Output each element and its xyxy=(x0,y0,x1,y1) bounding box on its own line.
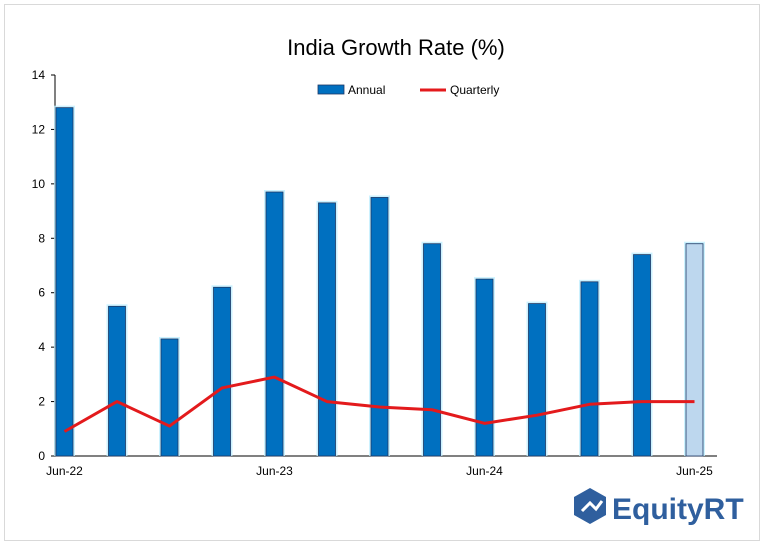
logo-trend-icon xyxy=(580,500,604,513)
bar-mar-25 xyxy=(633,254,651,457)
y-tick-label: 4 xyxy=(38,340,45,354)
bar-sep-23 xyxy=(318,202,336,457)
legend: Annual Quarterly xyxy=(317,83,499,97)
equityrt-logo: EquityRT xyxy=(574,488,744,526)
bar-jun-25 xyxy=(685,243,704,457)
y-tick-label: 10 xyxy=(32,177,46,191)
y-tick-label: 8 xyxy=(38,231,45,245)
y-tick-label: 14 xyxy=(32,68,46,82)
bar-dec-22 xyxy=(160,338,179,457)
legend-quarterly-label: Quarterly xyxy=(450,83,499,97)
y-tick-label: 6 xyxy=(38,286,45,300)
line-series xyxy=(63,375,695,433)
y-tick-label: 2 xyxy=(38,395,45,409)
bar-sep-24 xyxy=(528,303,546,457)
bar-dec-24 xyxy=(580,281,599,457)
bar-jun-24 xyxy=(475,278,494,457)
chart-title: India Growth Rate (%) xyxy=(287,35,505,60)
y-axis: 0 2 4 6 8 10 12 14 xyxy=(32,68,56,463)
bar-jun-23 xyxy=(265,191,284,457)
bar-series xyxy=(54,105,705,457)
x-tick-label: Jun-23 xyxy=(256,464,293,478)
y-tick-label: 12 xyxy=(32,122,46,136)
y-tick-label: 0 xyxy=(38,449,45,463)
x-tick-label: Jun-25 xyxy=(676,464,713,478)
logo-hexagon-icon xyxy=(574,488,606,524)
bar-mar-24 xyxy=(423,243,441,457)
bar-mar-23 xyxy=(213,286,231,457)
bar-jun-22 xyxy=(55,107,74,457)
legend-annual-label: Annual xyxy=(348,83,385,97)
x-tick-label: Jun-22 xyxy=(46,464,83,478)
x-axis: Jun-22 Jun-23 Jun-24 Jun-25 xyxy=(46,455,717,478)
logo-text: EquityRT xyxy=(612,493,744,526)
legend-annual-swatch xyxy=(317,84,345,95)
bar-sep-22 xyxy=(108,305,126,457)
x-tick-label: Jun-24 xyxy=(466,464,503,478)
bar-dec-23 xyxy=(370,197,389,457)
